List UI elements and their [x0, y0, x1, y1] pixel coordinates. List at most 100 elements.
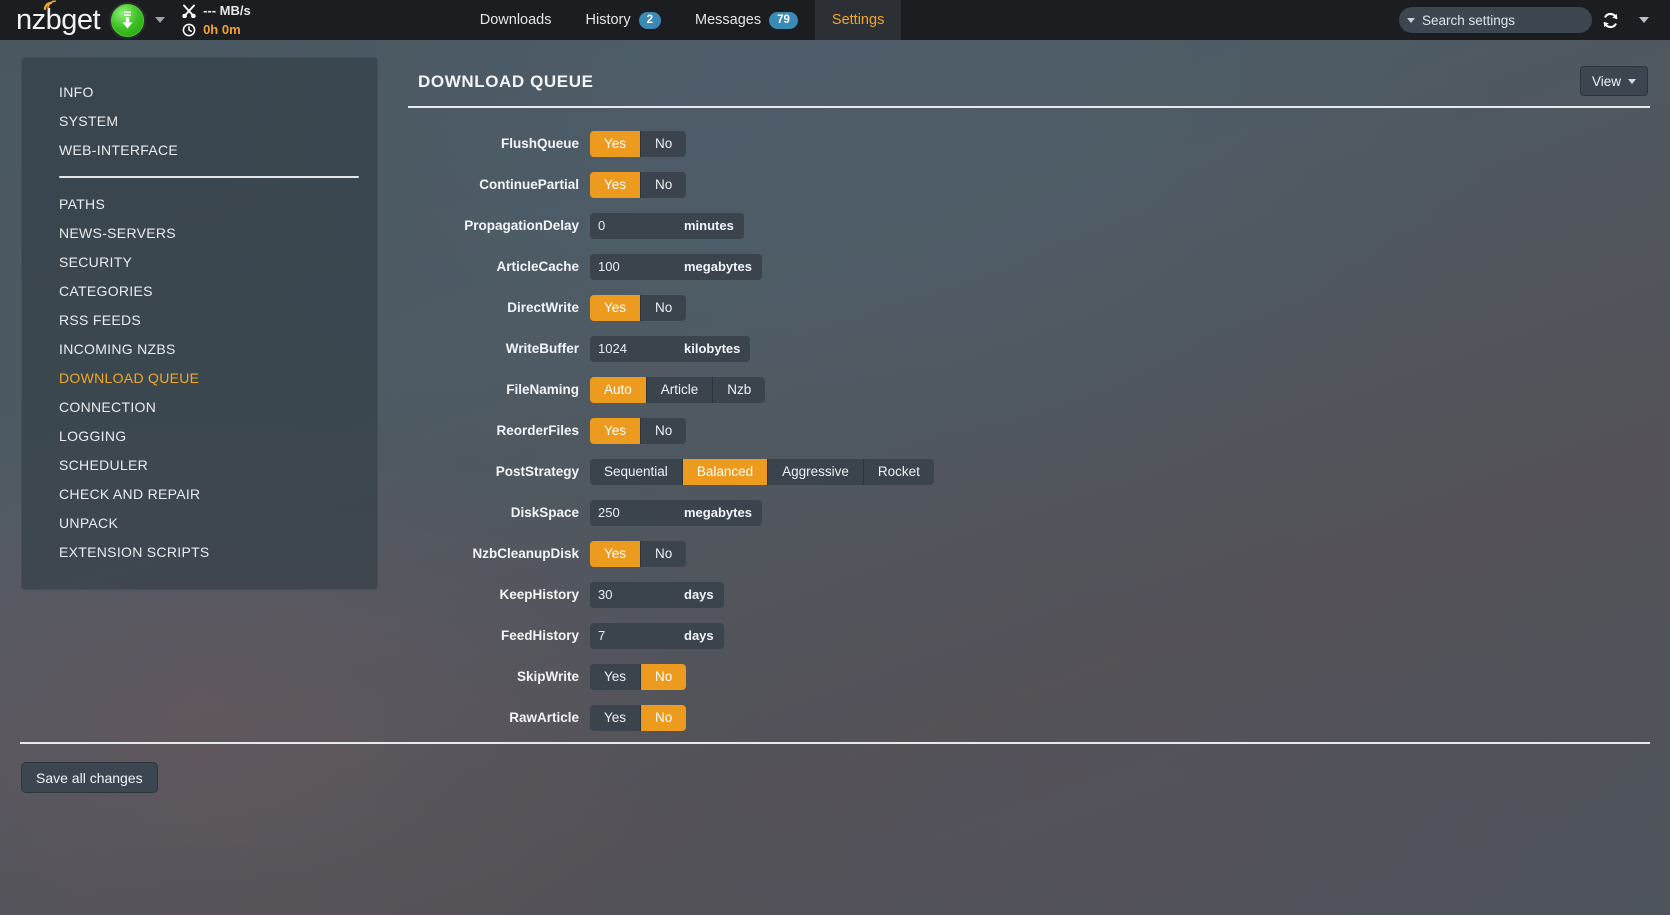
download-status-orb[interactable] — [109, 1, 166, 39]
setting-row-article-cache: ArticleCache megabytes — [408, 246, 1650, 287]
option-file-naming-article[interactable]: Article — [645, 376, 713, 403]
input-feed-history[interactable] — [590, 622, 680, 649]
setting-row-skip-write: SkipWrite Yes No — [408, 656, 1650, 697]
option-continue-partial-no[interactable]: No — [640, 171, 687, 198]
sidebar-item-check-and-repair[interactable]: CHECK AND REPAIR — [59, 486, 201, 502]
option-nzb-cleanup-disk-yes[interactable]: Yes — [590, 540, 641, 567]
unit-propagation-delay: minutes — [684, 218, 734, 233]
option-post-strategy-sequential[interactable]: Sequential — [590, 458, 682, 485]
option-flush-queue-no[interactable]: No — [640, 130, 687, 157]
download-arrow-icon — [122, 11, 133, 29]
setting-row-keep-history: KeepHistory days — [408, 574, 1650, 615]
download-orb-icon — [109, 1, 147, 39]
setting-control-propagation-delay: minutes — [590, 212, 744, 239]
nav-item-downloads[interactable]: Downloads — [463, 0, 569, 40]
brand-logo[interactable]: nzbget — [16, 0, 101, 40]
sidebar-divider — [59, 176, 359, 178]
input-propagation-delay[interactable] — [590, 212, 680, 239]
sidebar-item-logging[interactable]: LOGGING — [59, 428, 127, 444]
view-button[interactable]: View — [1579, 66, 1648, 96]
content-header: DOWNLOAD QUEUE View — [408, 57, 1650, 108]
page-footer: Save all changes — [20, 742, 1650, 793]
sidebar-item-web-interface[interactable]: WEB-INTERFACE — [59, 142, 179, 158]
setting-control-flush-queue: Yes No — [590, 130, 687, 157]
setting-control-nzb-cleanup-disk: Yes No — [590, 540, 687, 567]
option-reorder-files-yes[interactable]: Yes — [590, 417, 641, 444]
sidebar-item-rss-feeds[interactable]: RSS FEEDS — [59, 312, 142, 328]
uptime-value: 0h 0m — [203, 22, 241, 37]
toggle-group-post-strategy: Sequential Balanced Aggressive Rocket — [590, 458, 934, 485]
status-stats: --- MB/s 0h 0m — [181, 0, 251, 40]
history-badge: 2 — [638, 11, 662, 29]
sidebar-item-info[interactable]: INFO — [59, 84, 94, 100]
setting-control-feed-history: days — [590, 622, 724, 649]
input-wrap-keep-history: days — [590, 581, 724, 608]
settings-sidebar: INFO SYSTEM WEB-INTERFACE PATHS NEWS-SER… — [21, 57, 378, 590]
toggle-group-nzb-cleanup-disk: Yes No — [590, 540, 687, 567]
setting-label-write-buffer: WriteBuffer — [505, 341, 579, 356]
option-file-naming-nzb[interactable]: Nzb — [712, 376, 766, 403]
option-raw-article-no[interactable]: No — [640, 704, 687, 731]
setting-control-raw-article: Yes No — [590, 704, 687, 731]
option-post-strategy-aggressive[interactable]: Aggressive — [767, 458, 863, 485]
setting-control-post-strategy: Sequential Balanced Aggressive Rocket — [590, 458, 934, 485]
sidebar-item-news-servers[interactable]: NEWS-SERVERS — [59, 225, 176, 241]
search-settings-box[interactable] — [1399, 7, 1599, 33]
option-flush-queue-yes[interactable]: Yes — [590, 130, 641, 157]
nav-item-history[interactable]: History 2 — [569, 0, 679, 40]
topbar-right-tools — [1399, 5, 1670, 35]
toggle-group-direct-write: Yes No — [590, 294, 687, 321]
search-input[interactable] — [1422, 12, 1599, 28]
nav-item-messages[interactable]: Messages 79 — [678, 0, 815, 40]
setting-control-write-buffer: kilobytes — [590, 335, 751, 362]
topbar-menu-button[interactable] — [1628, 5, 1660, 35]
option-skip-write-no[interactable]: No — [640, 663, 687, 690]
option-file-naming-auto[interactable]: Auto — [590, 376, 646, 403]
setting-control-reorder-files: Yes No — [590, 417, 687, 444]
nav-label: Settings — [831, 12, 885, 28]
option-direct-write-yes[interactable]: Yes — [590, 294, 641, 321]
main-nav: Downloads History 2 Messages 79 Settings — [463, 0, 902, 40]
input-wrap-propagation-delay: minutes — [590, 212, 744, 239]
setting-control-keep-history: days — [590, 581, 724, 608]
input-write-buffer[interactable] — [590, 335, 680, 362]
option-direct-write-no[interactable]: No — [640, 294, 687, 321]
sidebar-item-extension-scripts[interactable]: EXTENSION SCRIPTS — [59, 544, 210, 560]
sidebar-item-incoming-nzbs[interactable]: INCOMING NZBS — [59, 341, 176, 357]
save-all-changes-button[interactable]: Save all changes — [21, 762, 158, 793]
input-keep-history[interactable] — [590, 581, 680, 608]
sidebar-item-download-queue[interactable]: DOWNLOAD QUEUE — [59, 370, 200, 386]
setting-label-reorder-files: ReorderFiles — [496, 423, 579, 438]
sidebar-item-unpack[interactable]: UNPACK — [59, 515, 119, 531]
input-article-cache[interactable] — [590, 253, 680, 280]
nav-item-settings[interactable]: Settings — [814, 0, 902, 40]
sidebar-item-system[interactable]: SYSTEM — [59, 113, 119, 129]
option-continue-partial-yes[interactable]: Yes — [590, 171, 641, 198]
sidebar-item-security[interactable]: SECURITY — [59, 254, 133, 270]
setting-row-feed-history: FeedHistory days — [408, 615, 1650, 656]
setting-row-post-strategy: PostStrategy Sequential Balanced Aggressive… — [408, 451, 1650, 492]
download-menu-caret-icon[interactable] — [155, 17, 166, 23]
input-disk-space[interactable] — [590, 499, 680, 526]
chevron-down-icon[interactable] — [1407, 17, 1415, 23]
input-wrap-disk-space: megabytes — [590, 499, 762, 526]
uptime-stat: 0h 0m — [181, 21, 251, 38]
option-raw-article-yes[interactable]: Yes — [590, 704, 641, 731]
sidebar-item-scheduler[interactable]: SCHEDULER — [59, 457, 149, 473]
toggle-group-flush-queue: Yes No — [590, 130, 687, 157]
input-wrap-feed-history: days — [590, 622, 724, 649]
sidebar-item-paths[interactable]: PATHS — [59, 196, 106, 212]
footer-divider — [20, 742, 1650, 744]
setting-label-raw-article: RawArticle — [509, 710, 579, 725]
setting-control-article-cache: megabytes — [590, 253, 762, 280]
setting-row-write-buffer: WriteBuffer kilobytes — [408, 328, 1650, 369]
option-reorder-files-no[interactable]: No — [640, 417, 687, 444]
option-nzb-cleanup-disk-no[interactable]: No — [640, 540, 687, 567]
refresh-button[interactable] — [1594, 5, 1626, 35]
option-post-strategy-balanced[interactable]: Balanced — [681, 458, 768, 485]
sidebar-item-connection[interactable]: CONNECTION — [59, 399, 157, 415]
sidebar-item-categories[interactable]: CATEGORIES — [59, 283, 153, 299]
option-skip-write-yes[interactable]: Yes — [590, 663, 641, 690]
option-post-strategy-rocket[interactable]: Rocket — [862, 458, 934, 485]
setting-label-file-naming: FileNaming — [506, 382, 579, 397]
